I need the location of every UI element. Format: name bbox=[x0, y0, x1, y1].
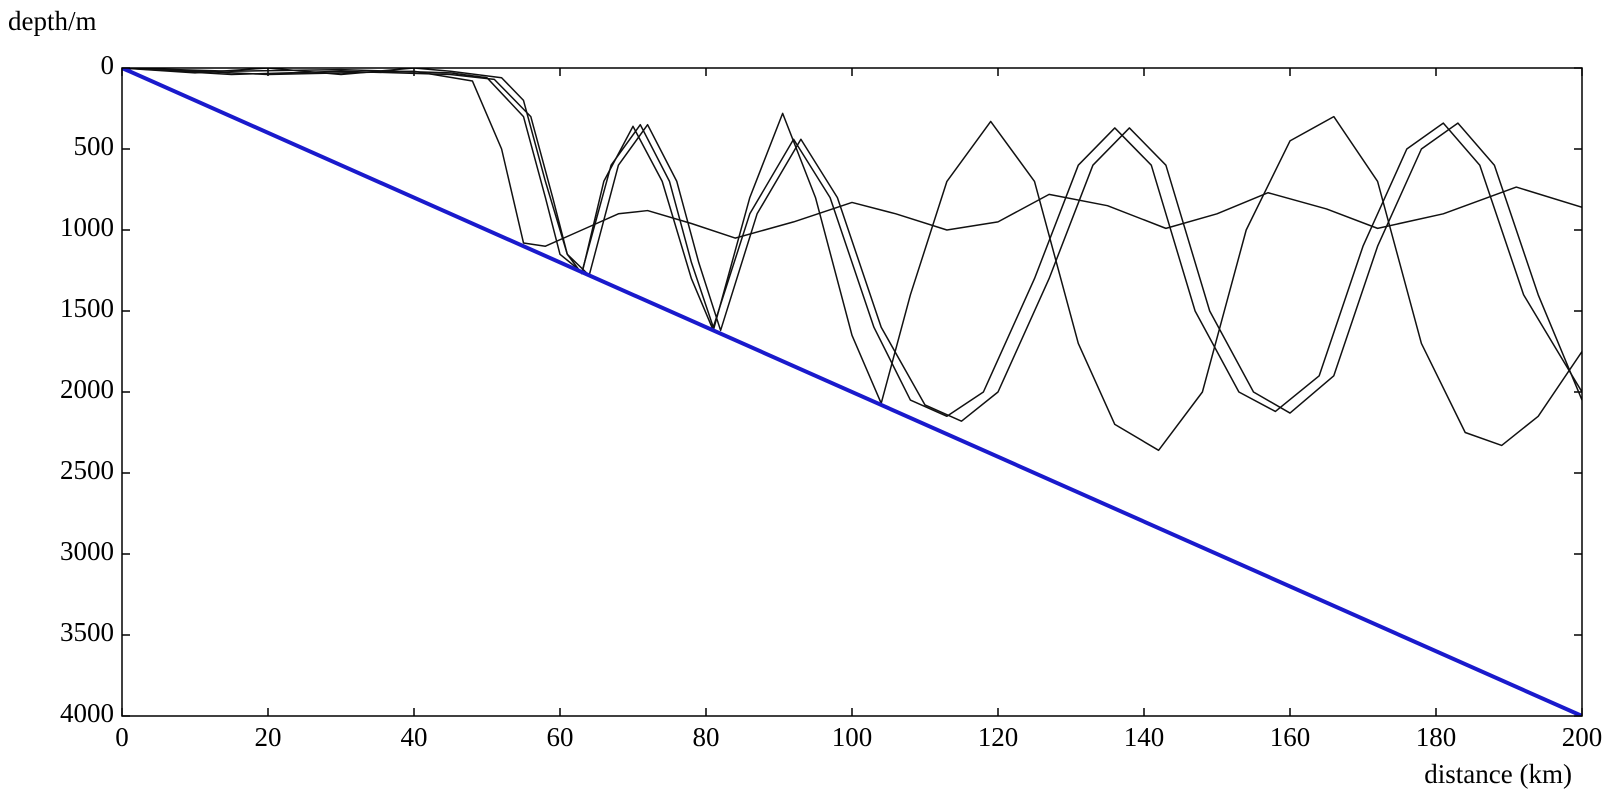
x-tick-label: 100 bbox=[832, 722, 873, 752]
x-tick-label: 140 bbox=[1124, 722, 1165, 752]
line-series bbox=[122, 68, 1582, 422]
y-tick-label: 0 bbox=[101, 50, 115, 80]
y-axis-label: depth/m bbox=[8, 6, 97, 36]
line-series bbox=[122, 68, 1582, 418]
x-tick-label: 80 bbox=[693, 722, 720, 752]
x-tick-label: 60 bbox=[547, 722, 574, 752]
y-tick-label: 2500 bbox=[60, 455, 114, 485]
x-tick-label: 120 bbox=[978, 722, 1019, 752]
y-tick-label: 3000 bbox=[60, 536, 114, 566]
x-tick-label: 160 bbox=[1270, 722, 1311, 752]
x-tick-label: 200 bbox=[1562, 722, 1603, 752]
x-axis-label: distance (km) bbox=[1424, 759, 1572, 789]
line-series bbox=[122, 68, 1582, 716]
y-tick-label: 1000 bbox=[60, 212, 114, 242]
y-tick-label: 500 bbox=[74, 131, 115, 161]
y-tick-label: 2000 bbox=[60, 374, 114, 404]
x-tick-label: 180 bbox=[1416, 722, 1457, 752]
line-series bbox=[122, 68, 1582, 247]
plot-frame bbox=[121, 67, 1583, 717]
x-tick-label: 40 bbox=[401, 722, 428, 752]
y-tick-label: 4000 bbox=[60, 698, 114, 728]
y-tick-label: 3500 bbox=[60, 617, 114, 647]
y-tick-label: 1500 bbox=[60, 293, 114, 323]
x-tick-label: 0 bbox=[115, 722, 129, 752]
line-series bbox=[122, 68, 1582, 452]
x-tick-label: 20 bbox=[255, 722, 282, 752]
